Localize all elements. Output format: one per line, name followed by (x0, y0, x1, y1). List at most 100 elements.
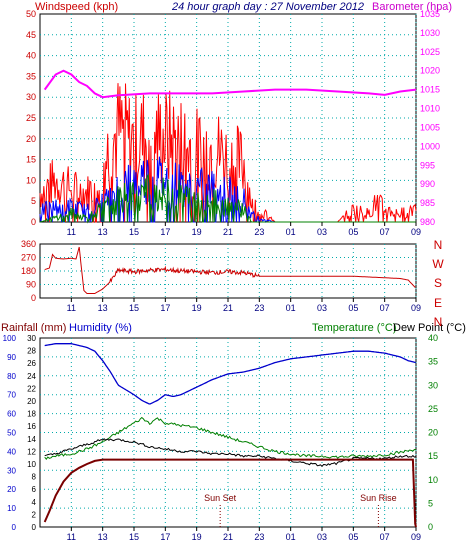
rainfall-ytick-label-8: 16 (27, 422, 36, 431)
wind-xtick-label-11: 09 (411, 227, 421, 237)
wind-xtick-label-1: 13 (98, 227, 108, 237)
direction-ytick-label-1: 90 (26, 280, 36, 290)
direction-xtick-label-8: 03 (317, 303, 327, 313)
rainfall-ytick-label-2: 4 (32, 498, 37, 507)
rainfall-ytick-label-12: 24 (27, 372, 36, 381)
humidity-ytick-label-2: 20 (7, 485, 16, 494)
rainfall-axis-title: Rainfall (mm) (1, 322, 66, 334)
barometer-ytick-label-8: 1020 (420, 66, 440, 76)
direction-ytick-label-0: 0 (31, 293, 36, 303)
temp-xtick-label-8: 03 (317, 532, 327, 542)
wind-ytick-label-10: 50 (26, 9, 36, 19)
humidity-ytick-label-10: 100 (3, 334, 17, 343)
compass-label-3: E (434, 296, 442, 310)
humidity-ytick-label-1: 10 (7, 504, 16, 513)
wind-xtick-label-10: 07 (380, 227, 390, 237)
humidity-ytick-label-0: 0 (12, 523, 17, 532)
rainfall-line (43, 458, 417, 528)
compass-label-0: N (434, 238, 443, 252)
direction-xtick-label-10: 07 (380, 303, 390, 313)
wind-ytick-label-5: 25 (26, 113, 36, 123)
temp-xtick-label-0: 11 (67, 532, 76, 542)
temp-xtick-label-11: 09 (411, 532, 421, 542)
wind-xtick-label-0: 11 (67, 227, 76, 237)
rainfall-ytick-label-10: 20 (27, 397, 36, 406)
wind-xtick-label-8: 03 (317, 227, 327, 237)
barometer-ytick-label-5: 1005 (420, 122, 440, 132)
direction-ytick-label-2: 180 (21, 266, 36, 276)
temp-xtick-label-9: 05 (348, 532, 358, 542)
temp-xtick-label-3: 17 (160, 532, 170, 542)
wind-ytick-label-1: 5 (31, 196, 36, 206)
wind-xtick-label-4: 19 (192, 227, 202, 237)
direction-xtick-label-4: 19 (192, 303, 202, 313)
sunrise-label: Sun Rise (360, 493, 397, 503)
compass-label-1: W (432, 257, 444, 271)
rainfall-ytick-label-7: 14 (27, 435, 36, 444)
temperature-ytick-label-5: 25 (428, 404, 438, 414)
temperature-ytick-label-6: 30 (428, 380, 438, 390)
barometer-ytick-label-4: 1000 (420, 141, 440, 151)
dewpoint-axis-title: Dew Point (°C) (393, 322, 466, 334)
wind-xtick-label-5: 21 (223, 227, 233, 237)
temperature-ytick-label-7: 35 (428, 357, 438, 367)
direction-xtick-label-0: 11 (67, 303, 76, 313)
temperature-ytick-label-8: 40 (428, 333, 438, 343)
barometer-ytick-label-6: 1010 (420, 104, 440, 114)
wind-xtick-label-6: 23 (254, 227, 264, 237)
rainfall-ytick-label-11: 22 (27, 384, 36, 393)
humidity-ytick-label-6: 60 (7, 410, 16, 419)
humidity-ytick-label-3: 30 (7, 466, 16, 475)
humidity-ytick-label-9: 90 (7, 353, 16, 362)
wind-direction-line (44, 246, 416, 294)
barometer-ytick-label-10: 1030 (420, 28, 440, 38)
wind-ytick-label-0: 0 (31, 217, 36, 227)
direction-xtick-label-11: 09 (411, 303, 421, 313)
direction-xtick-label-9: 05 (348, 303, 358, 313)
dewpoint-line (44, 438, 417, 468)
humidity-ytick-label-7: 70 (7, 391, 16, 400)
wind-ytick-label-9: 45 (26, 30, 36, 40)
barometer-ytick-label-9: 1025 (420, 47, 440, 57)
temp-xtick-label-5: 21 (223, 532, 233, 542)
rainfall-ytick-label-14: 28 (27, 347, 36, 356)
wind-ytick-label-6: 30 (26, 92, 36, 102)
humidity-line (44, 343, 416, 405)
barometer-ytick-label-3: 995 (420, 160, 435, 170)
temp-xtick-label-1: 13 (98, 532, 108, 542)
rainfall-ytick-label-5: 10 (27, 460, 36, 469)
barometer-ytick-label-0: 980 (420, 217, 435, 227)
compass-label-4: N (434, 315, 443, 329)
windspeed-axis-title: Windspeed (kph) (35, 1, 118, 13)
temp-xtick-label-2: 15 (129, 532, 139, 542)
direction-xtick-label-2: 15 (129, 303, 139, 313)
rainfall-ytick-label-13: 26 (27, 359, 36, 368)
temperature-ytick-label-4: 20 (428, 428, 438, 438)
compass-label-2: S (434, 276, 442, 290)
rainfall-ytick-label-1: 2 (32, 510, 37, 519)
barometer-line (43, 69, 417, 99)
wind-ytick-label-8: 40 (26, 51, 36, 61)
rainfall-ytick-label-15: 30 (27, 334, 36, 343)
temp-xtick-label-4: 19 (192, 532, 202, 542)
direction-xtick-label-6: 23 (254, 303, 264, 313)
temp-xtick-label-10: 07 (380, 532, 390, 542)
barometer-ytick-label-2: 990 (420, 179, 435, 189)
barometer-axis-title: Barometer (hpa) (372, 1, 452, 13)
sunset-label: Sun Set (204, 493, 237, 503)
direction-xtick-label-5: 21 (223, 303, 233, 313)
humidity-ytick-label-5: 50 (7, 429, 16, 438)
rainfall-ytick-label-3: 6 (32, 485, 37, 494)
wind-xtick-label-7: 01 (286, 227, 296, 237)
temperature-ytick-label-0: 0 (428, 522, 433, 532)
wind-xtick-label-9: 05 (348, 227, 358, 237)
rainfall-ytick-label-9: 18 (27, 410, 36, 419)
temperature-ytick-label-3: 15 (428, 451, 438, 461)
wind-xtick-label-2: 15 (129, 227, 139, 237)
barometer-ytick-label-1: 985 (420, 198, 435, 208)
direction-xtick-label-1: 13 (98, 303, 108, 313)
barometer-ytick-label-7: 1015 (420, 85, 440, 95)
rainfall-ytick-label-4: 8 (32, 473, 37, 482)
temperature-axis-title: Temperature (°C) (312, 322, 396, 334)
